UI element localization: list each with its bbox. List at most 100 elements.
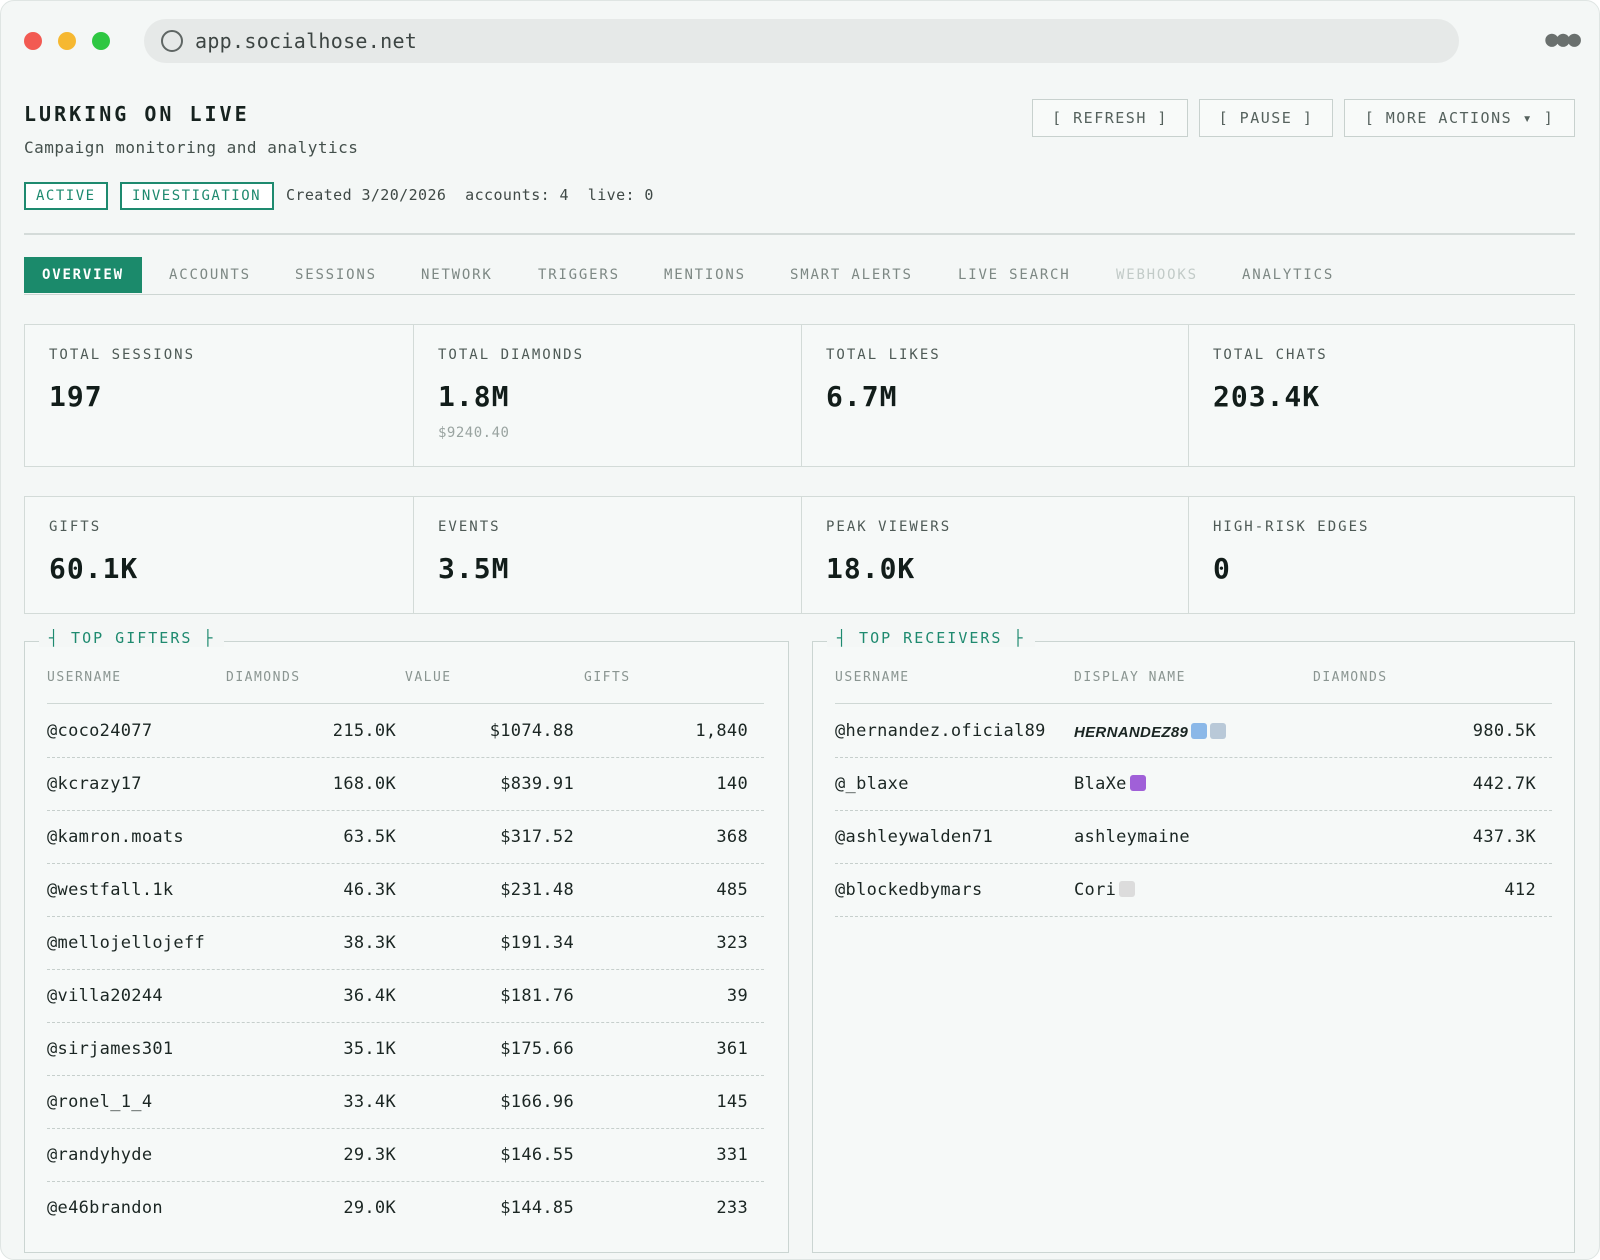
gifter-diamonds: 168.0K [332,774,396,794]
column-header-gifts: GIFTS [584,670,631,685]
table-row[interactable]: @randyhyde 29.3K $146.55 331 [47,1129,764,1182]
stats-row-primary: TOTAL SESSIONS 197 TOTAL DIAMONDS 1.8M $… [24,324,1575,467]
tab-sessions[interactable]: SESSIONS [295,267,377,283]
receiver-diamonds: 442.7K [1472,774,1536,794]
gifter-value: $1074.88 [489,721,574,741]
column-header-diamonds: DIAMONDS [226,670,301,685]
stat-value: 60.1K [49,552,139,585]
display-name-text: ashleymaine [1074,827,1190,847]
gifter-username: @mellojellojeff [47,933,206,953]
gifter-diamonds: 36.4K [343,986,396,1006]
tab-network[interactable]: NETWORK [421,267,493,283]
table-row[interactable]: @mellojellojeff 38.3K $191.34 323 [47,917,764,970]
gifter-gifts: 323 [716,933,748,953]
gifter-gifts: 368 [716,827,748,847]
receiver-diamonds: 980.5K [1472,721,1536,741]
table-row[interactable]: @_blaxe BlaXe 442.7K [835,758,1552,811]
receiver-display-name: Cori [1074,880,1136,900]
table-header: USERNAME DISPLAY NAME DIAMONDS [835,670,1552,704]
stat-label: TOTAL LIKES [826,347,941,363]
gifter-value: $146.55 [500,1145,574,1165]
gifter-value: $144.85 [500,1198,574,1218]
table-row[interactable]: @blockedbymars Cori 412 [835,864,1552,917]
stat-card-gifts: GIFTS 60.1K [25,497,414,613]
tab-overview[interactable]: OVERVIEW [24,257,142,293]
receiver-display-name: BlaXe [1074,774,1146,794]
stat-value: 0 [1213,552,1231,585]
more-options-icon[interactable]: ●●● [1545,27,1581,52]
header-divider [24,233,1575,235]
minimize-window-button[interactable] [58,32,76,50]
column-header-display-name: DISPLAY NAME [1074,670,1186,685]
tab-accounts[interactable]: ACCOUNTS [169,267,251,283]
stat-label: HIGH-RISK EDGES [1213,519,1370,535]
gifter-username: @e46brandon [47,1198,163,1218]
table-row[interactable]: @westfall.1k 46.3K $231.48 485 [47,864,764,917]
display-name-text: HERNANDEZ89 [1074,724,1189,741]
status-badge-investigation: INVESTIGATION [120,182,274,210]
table-row[interactable]: @hernandez.oficial89 HERNANDEZ89 980.5K [835,705,1552,758]
table-row[interactable]: @villa20244 36.4K $181.76 39 [47,970,764,1023]
top-gifters-title: ┤ TOP GIFTERS ├ [39,629,225,647]
table-row[interactable]: @ashleywalden71 ashleymaine 437.3K [835,811,1552,864]
maximize-window-button[interactable] [92,32,110,50]
tab-mentions[interactable]: MENTIONS [664,267,746,283]
receiver-username: @blockedbymars [835,880,983,900]
tab-analytics[interactable]: ANALYTICS [1242,267,1335,283]
receiver-username: @ashleywalden71 [835,827,994,847]
gifter-username: @westfall.1k [47,880,174,900]
gifter-value: $175.66 [500,1039,574,1059]
stat-card-peak-viewers: PEAK VIEWERS 18.0K [802,497,1189,613]
table-row[interactable]: @sirjames301 35.1K $175.66 361 [47,1023,764,1076]
stat-label: EVENTS [438,519,501,535]
table-row[interactable]: @kamron.moats 63.5K $317.52 368 [47,811,764,864]
tab-smart-alerts[interactable]: SMART ALERTS [790,267,913,283]
stat-label: TOTAL SESSIONS [49,347,196,363]
campaign-meta: Created 3/20/2026 accounts: 4 live: 0 [286,186,654,204]
gifter-diamonds: 215.0K [332,721,396,741]
address-bar[interactable]: app.socialhose.net [144,19,1459,63]
gifter-diamonds: 29.0K [343,1198,396,1218]
gifter-username: @ronel_1_4 [47,1092,153,1112]
pause-button[interactable]: [ PAUSE ] [1199,99,1333,137]
tab-live-search[interactable]: LIVE SEARCH [958,267,1071,283]
stat-value: 18.0K [826,552,916,585]
emoji-icon [1191,723,1208,739]
gifter-gifts: 1,840 [695,721,748,741]
stat-value: 203.4K [1213,380,1321,413]
page-title: LURKING ON LIVE [24,102,250,126]
tab-triggers[interactable]: TRIGGERS [538,267,620,283]
gifter-username: @sirjames301 [47,1039,174,1059]
tab-webhooks[interactable]: WEBHOOKS [1116,267,1198,283]
receiver-diamonds: 437.3K [1472,827,1536,847]
stat-label: TOTAL DIAMONDS [438,347,585,363]
gifter-gifts: 39 [726,986,748,1006]
stat-card-events: EVENTS 3.5M [414,497,802,613]
gifter-username: @randyhyde [47,1145,153,1165]
stat-card-total-diamonds: TOTAL DIAMONDS 1.8M $9240.40 [414,325,802,466]
gifter-gifts: 331 [716,1145,748,1165]
stat-card-total-sessions: TOTAL SESSIONS 197 [25,325,414,466]
table-header: USERNAME DIAMONDS VALUE GIFTS [47,670,764,704]
stat-card-total-chats: TOTAL CHATS 203.4K [1189,325,1574,466]
emoji-icon [1129,775,1146,791]
more-actions-button[interactable]: [ MORE ACTIONS ▾ ] [1344,99,1575,137]
column-header-diamonds: DIAMONDS [1313,670,1388,685]
stat-card-total-likes: TOTAL LIKES 6.7M [802,325,1189,466]
stat-label: GIFTS [49,519,102,535]
refresh-button[interactable]: [ REFRESH ] [1032,99,1188,137]
gifter-diamonds: 46.3K [343,880,396,900]
stat-value: 1.8M [438,380,510,413]
gifter-diamonds: 33.4K [343,1092,396,1112]
table-row[interactable]: @coco24077 215.0K $1074.88 1,840 [47,705,764,758]
close-window-button[interactable] [24,32,42,50]
table-row[interactable]: @kcrazy17 168.0K $839.91 140 [47,758,764,811]
table-row[interactable]: @e46brandon 29.0K $144.85 233 [47,1182,764,1235]
stat-value: 6.7M [826,380,898,413]
gifter-value: $839.91 [500,774,574,794]
gifter-gifts: 140 [716,774,748,794]
receiver-username: @_blaxe [835,774,909,794]
gifter-gifts: 233 [716,1198,748,1218]
stat-subvalue: $9240.40 [438,425,510,441]
table-row[interactable]: @ronel_1_4 33.4K $166.96 145 [47,1076,764,1129]
